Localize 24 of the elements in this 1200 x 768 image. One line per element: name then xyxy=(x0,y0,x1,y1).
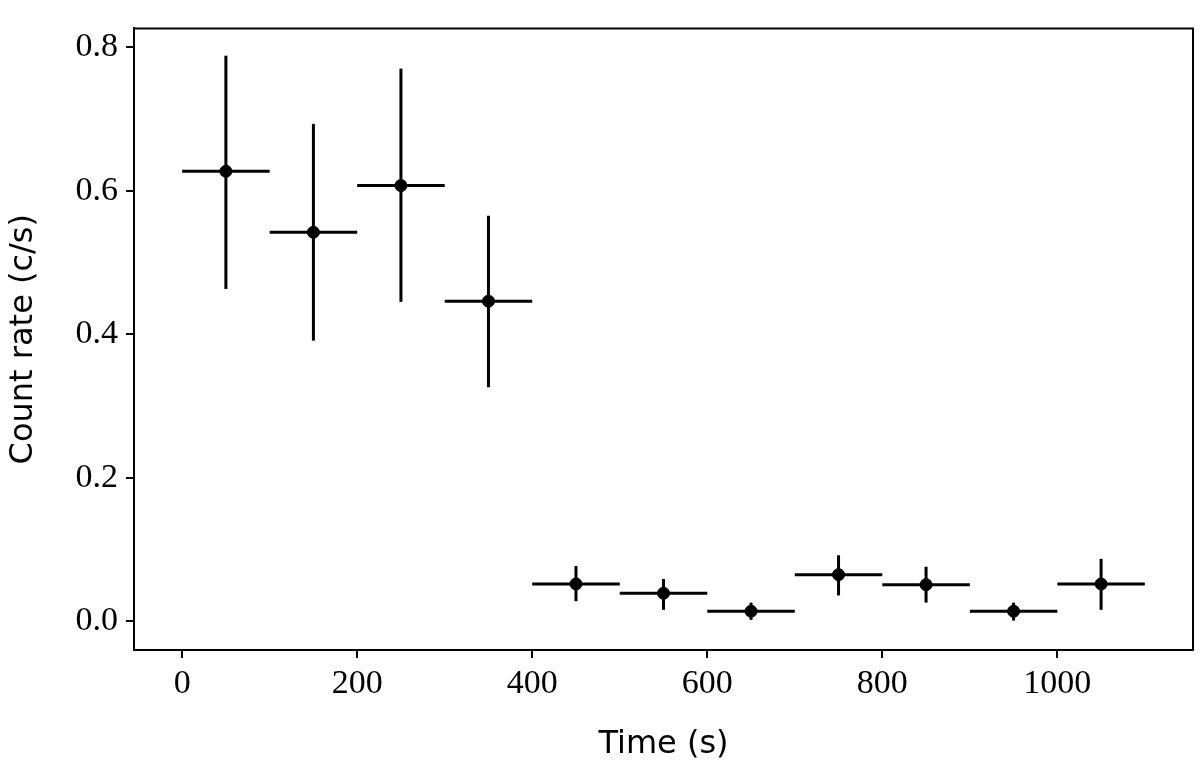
y-tick-label: 0.2 xyxy=(75,456,118,494)
x-axis-title: Time (s) xyxy=(597,723,729,762)
point xyxy=(832,568,846,582)
x-tick-label: 1000 xyxy=(1023,663,1092,701)
y-axis-title: Count rate (c/s) xyxy=(1,214,40,465)
point xyxy=(1094,577,1108,591)
x-tick-label: 200 xyxy=(331,663,383,701)
x-tick-label: 600 xyxy=(681,663,733,701)
point xyxy=(744,604,758,618)
point xyxy=(919,578,933,592)
x-tick-label: 800 xyxy=(856,663,908,701)
x-tick-label: 0 xyxy=(173,663,191,701)
point xyxy=(394,179,408,193)
point xyxy=(219,164,233,178)
point xyxy=(1007,604,1021,618)
point xyxy=(569,577,583,591)
point xyxy=(657,586,670,600)
point xyxy=(306,225,320,239)
y-tick-label: 0.6 xyxy=(75,169,118,207)
y-tick-label: 0.8 xyxy=(75,25,118,63)
x-tick-label: 400 xyxy=(506,663,558,701)
y-tick-label: 0.4 xyxy=(75,313,118,351)
point xyxy=(481,294,495,308)
y-tick-label: 0.0 xyxy=(75,600,118,638)
